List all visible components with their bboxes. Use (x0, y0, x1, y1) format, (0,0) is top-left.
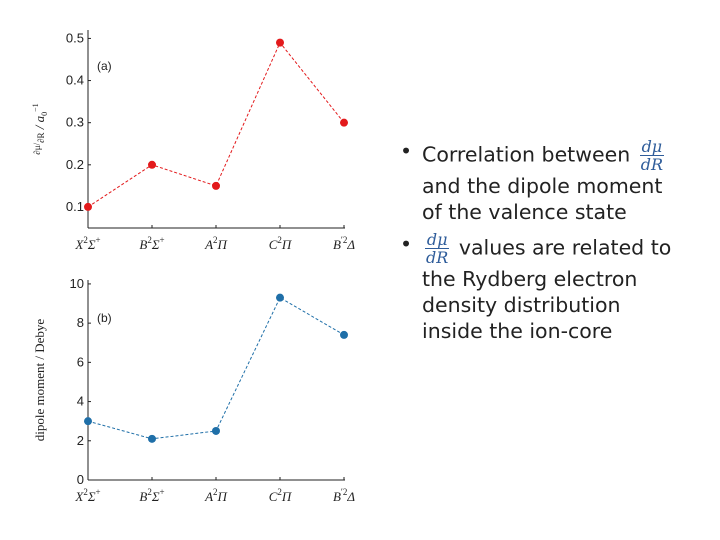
fraction-numerator: dμ (639, 137, 665, 156)
x-tick-label: B2Σ+ (139, 487, 164, 504)
bullet-list: • Correlation between dμ dR and the dipo… (398, 138, 698, 350)
x-tick-label: C2Π (269, 235, 293, 252)
panel-label: (b) (97, 311, 112, 325)
chart-panel-a: 0.1 0.2 0.3 0.4 0.5 X2Σ+ B2Σ+ A2Π C2Π B′2Δ (a) ∂μ/∂… (31, 30, 355, 252)
bullet-item-rydberg: • dμ dR values are related to the Rydber… (398, 231, 698, 344)
x-tick-label: B2Σ+ (139, 235, 164, 252)
x-tick-label: B′2Δ (333, 487, 355, 504)
y-tick-label: 0.4 (66, 73, 84, 88)
chart-panel-b: 0 2 4 6 8 10 X2Σ+ B2Σ+ A2Π C2Π B′2Δ (b) dipole momen… (32, 276, 355, 504)
data-point (148, 434, 156, 443)
bullet-text-line: inside the ion-core (422, 319, 613, 343)
bullet-text-line: density distribution (422, 293, 621, 317)
data-point (212, 181, 220, 190)
bullet-item-correlation: • Correlation between dμ dR and the dipo… (398, 138, 698, 225)
x-tick-label: A2Π (204, 487, 228, 504)
x-tick-label: X2Σ+ (74, 235, 100, 252)
bullet-text: Correlation between (422, 142, 631, 167)
data-point (212, 426, 220, 435)
y-tick-label: 4 (77, 394, 84, 409)
y-tick-label: 0.5 (66, 30, 84, 45)
y-tick-label: 0.3 (66, 115, 84, 130)
data-point (84, 202, 92, 211)
x-tick-label: X2Σ+ (74, 487, 100, 504)
x-tick-label: B′2Δ (333, 235, 355, 252)
fraction-numerator: dμ (424, 230, 450, 249)
bullet-text-line: of the valence state (422, 200, 627, 224)
derivative-fraction: dμ dR (639, 138, 665, 173)
bullet-text-line: the Rydberg electron (422, 267, 638, 291)
data-point (84, 417, 92, 426)
panel-label: (a) (97, 59, 112, 73)
fraction-denominator: dR (640, 155, 664, 174)
data-point (148, 160, 156, 169)
y-tick-label: 10 (70, 276, 84, 291)
series-line (87, 41, 345, 208)
derivative-fraction: dμ dR (424, 231, 450, 266)
y-tick-label: 8 (77, 315, 84, 330)
series-line (87, 296, 345, 440)
y-tick-label: 0.1 (66, 199, 84, 214)
y-axis-label: dipole moment / Debye (32, 319, 47, 442)
y-tick-label: 0 (77, 472, 84, 487)
data-point (340, 330, 348, 339)
data-point (340, 118, 348, 127)
fraction-denominator: dR (426, 248, 449, 267)
y-tick-label: 2 (77, 433, 84, 448)
y-tick-label: 6 (77, 354, 84, 369)
x-tick-label: C2Π (269, 487, 293, 504)
data-point (276, 293, 284, 302)
bullet-text-line: and the dipole moment (422, 174, 663, 198)
y-tick-label: 0.2 (66, 157, 84, 172)
y-axis-label: ∂μ/∂R / a0−1 (31, 103, 49, 154)
bullet-text: values are related to (458, 235, 672, 260)
data-point (276, 38, 284, 47)
bullet-dot: • (400, 139, 413, 163)
x-tick-label: A2Π (204, 235, 228, 252)
bullet-dot: • (400, 232, 413, 256)
